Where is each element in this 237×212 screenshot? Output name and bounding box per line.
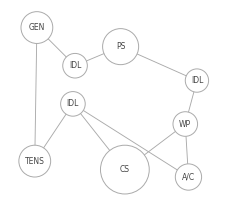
- Text: WP: WP: [179, 120, 191, 128]
- Circle shape: [21, 12, 53, 43]
- Text: PS: PS: [116, 42, 125, 51]
- Circle shape: [185, 69, 209, 92]
- Text: GEN: GEN: [29, 23, 45, 32]
- Circle shape: [173, 112, 198, 136]
- Text: TENS: TENS: [25, 157, 45, 166]
- Text: IDL: IDL: [191, 76, 203, 85]
- Text: CS: CS: [120, 165, 130, 174]
- Circle shape: [19, 145, 51, 177]
- Circle shape: [61, 92, 85, 116]
- Circle shape: [100, 145, 149, 194]
- Circle shape: [63, 53, 87, 78]
- Text: IDL: IDL: [67, 99, 79, 108]
- Circle shape: [103, 29, 139, 65]
- Circle shape: [175, 164, 202, 190]
- Text: IDL: IDL: [69, 61, 81, 70]
- Text: A/C: A/C: [182, 173, 195, 181]
